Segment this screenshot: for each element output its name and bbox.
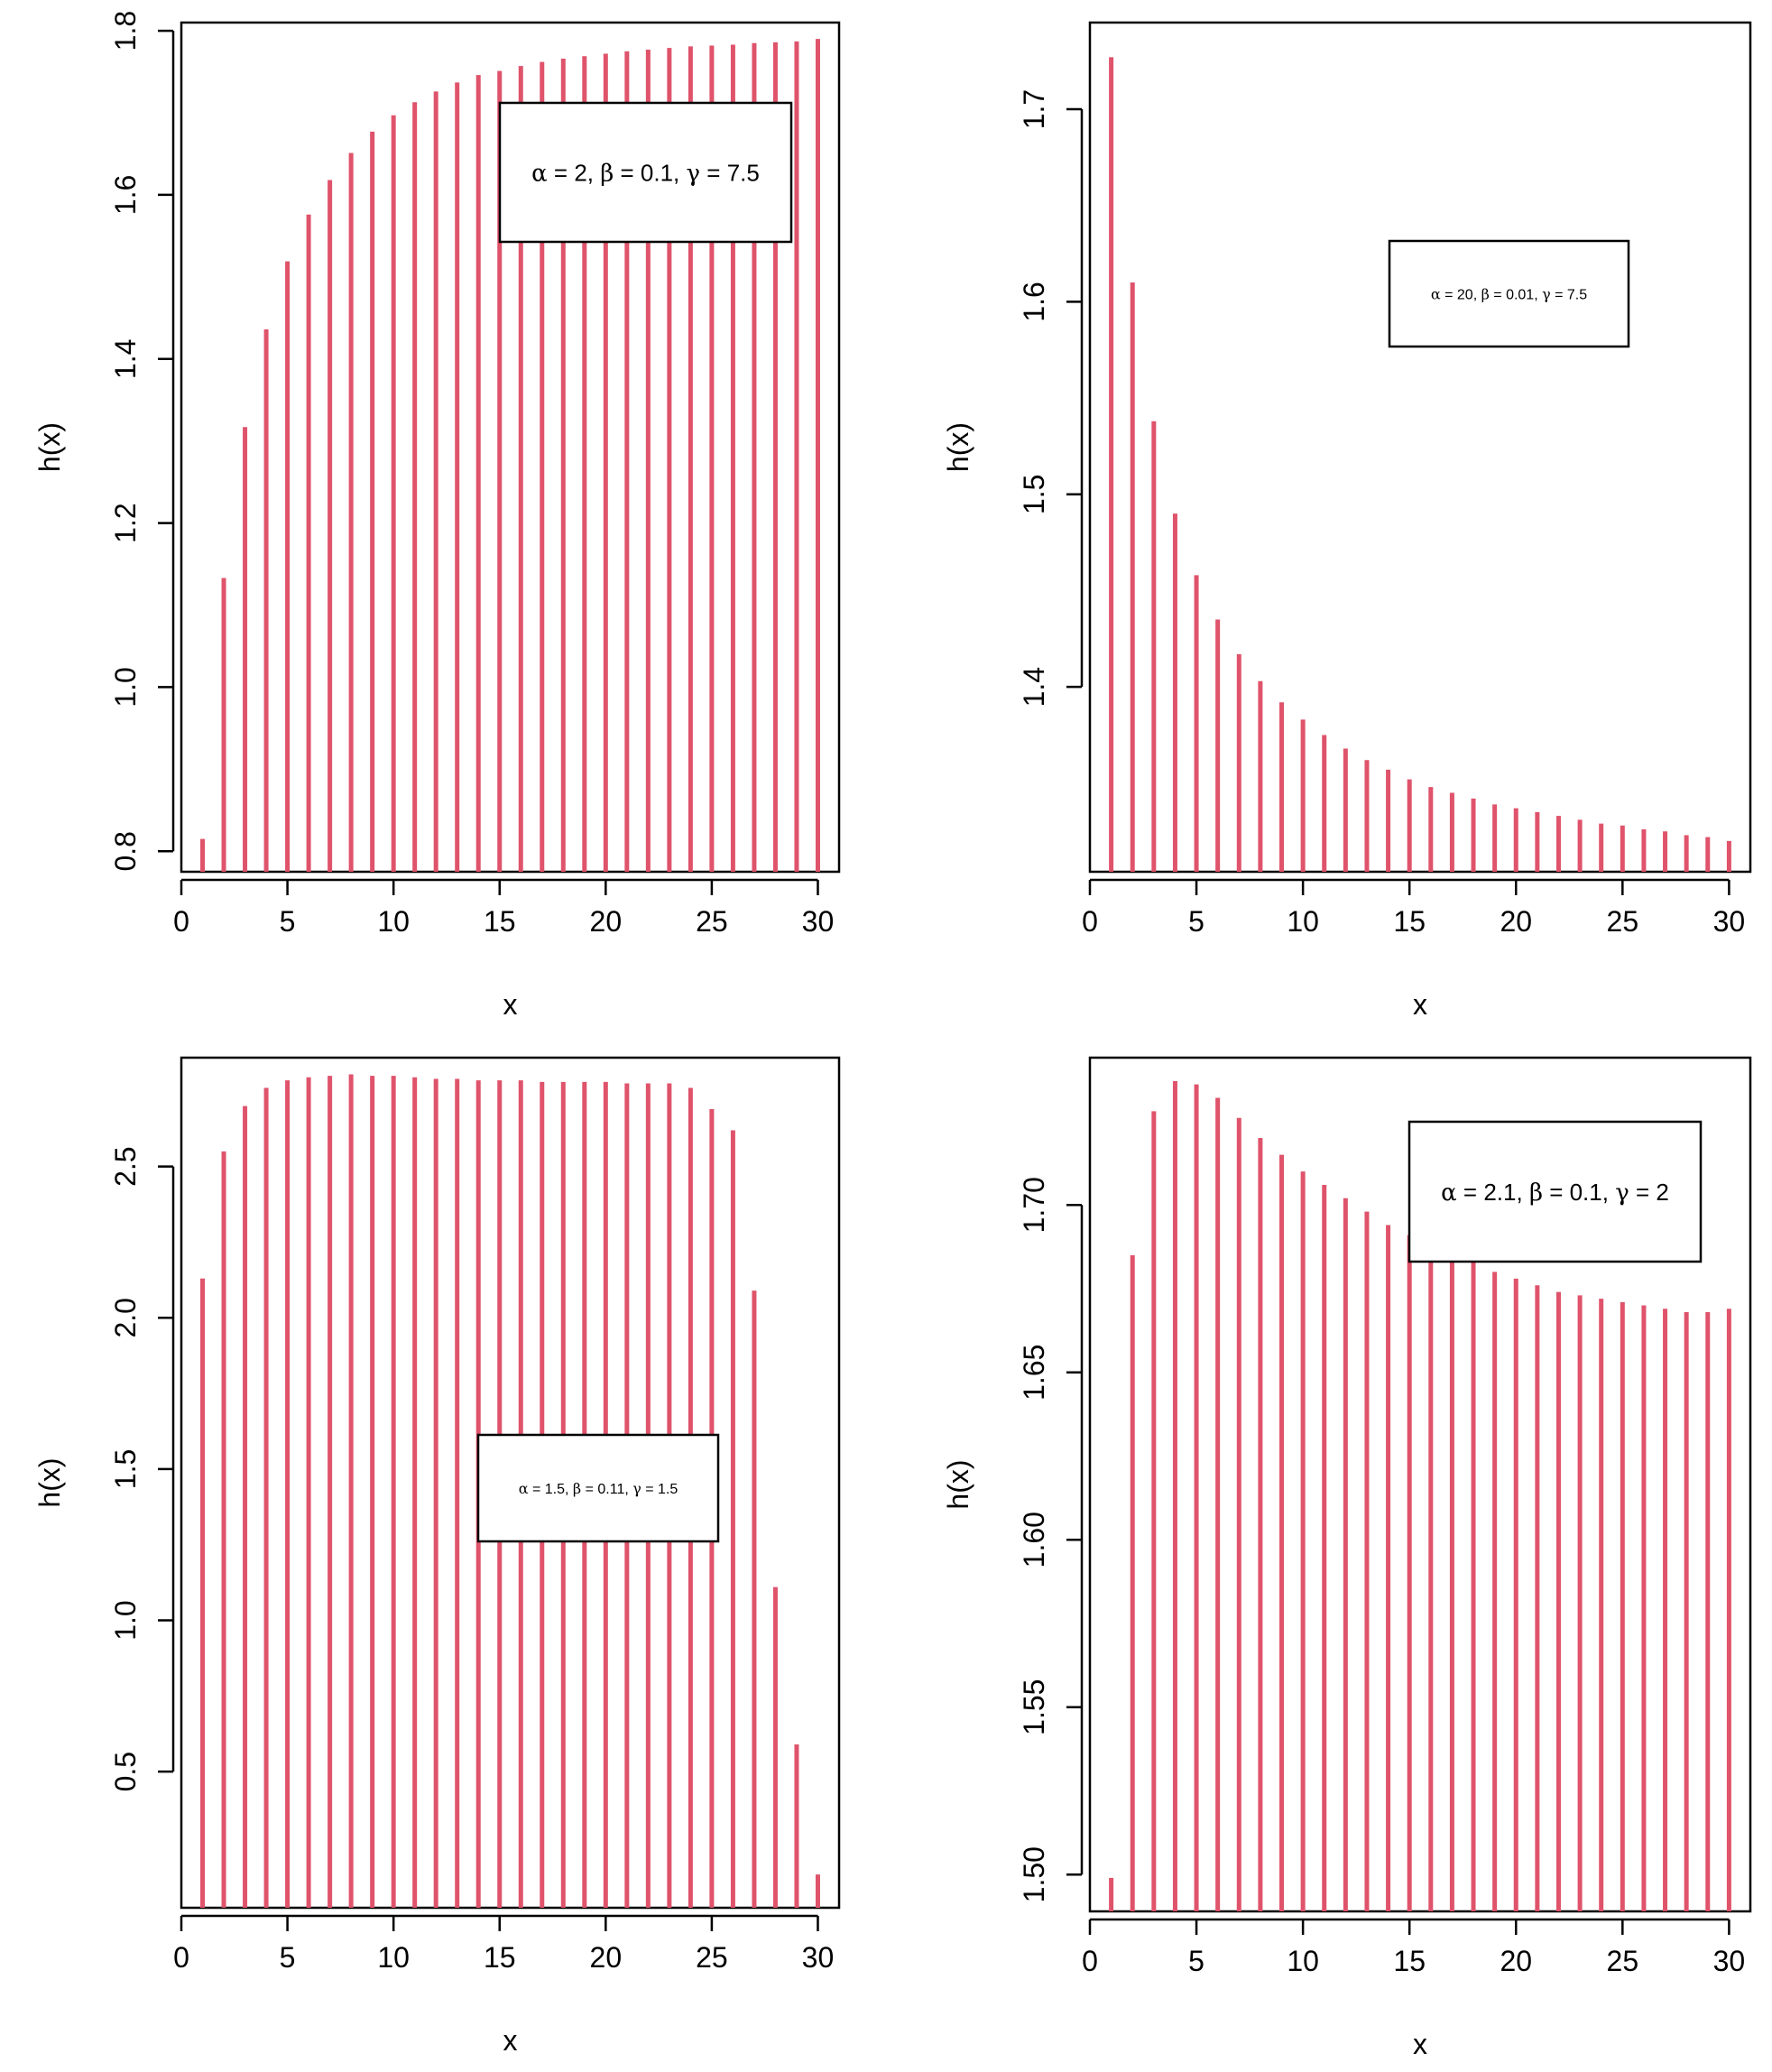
y-tick-label: 1.5 [1018, 475, 1050, 514]
x-tick-label: 0 [1082, 905, 1098, 938]
chart-panel-3: 0 5 10 15 20 25 30 0.5 1.0 1.5 2.0 2.5 x h(x) α = 1.5,… [33, 1056, 841, 2057]
x-tick-label: 10 [377, 905, 410, 938]
y-tick-label: 2.5 [109, 1146, 142, 1186]
x-tick-label: 20 [1500, 1945, 1532, 1977]
chart-panel-2: 0 5 10 15 20 25 30 1.4 1.5 1.6 1.7 x h(x) α = 20, β =… [942, 21, 1752, 1021]
x-tick-label: 30 [1713, 1945, 1746, 1977]
y-tick-label: 1.0 [109, 667, 142, 707]
y-tick-label: 1.2 [109, 503, 142, 542]
x-tick-label: 0 [1082, 1945, 1098, 1977]
y-tick-label: 1.55 [1018, 1679, 1050, 1735]
x-tick-label: 0 [173, 905, 189, 938]
x-tick-label: 20 [1500, 905, 1532, 938]
x-tick-label: 15 [1393, 1945, 1426, 1977]
x-axis-title: x [1413, 988, 1427, 1021]
y-axis-title: h(x) [942, 422, 974, 472]
y-tick-label: 2.0 [109, 1298, 142, 1337]
x-tick-label: 10 [377, 1941, 410, 1974]
legend-box [1407, 1120, 1703, 1263]
legend-text: α = 20, β = 0.01, γ = 7.5 [1431, 285, 1587, 302]
x-tick-label: 30 [802, 1941, 835, 1974]
x-tick-label: 30 [1713, 905, 1746, 938]
legend-box [498, 101, 793, 244]
legend-box [1388, 239, 1630, 348]
x-axis-title: x [503, 988, 518, 1021]
plot-frame [1088, 21, 1752, 874]
y-tick-label: 1.5 [109, 1449, 142, 1489]
legend-text: α = 1.5, β = 0.11, γ = 1.5 [519, 1480, 678, 1497]
chart-panel-4: 0 5 10 15 20 25 30 1.50 1.55 1.60 1.65 1.70 x h(x) α =… [942, 1056, 1752, 2060]
y-tick-label: 0.5 [109, 1752, 142, 1791]
x-tick-label: 20 [590, 1941, 623, 1974]
y-tick-label: 1.4 [1018, 667, 1050, 707]
y-tick-label: 1.6 [1018, 282, 1050, 321]
y-tick-label: 1.6 [109, 175, 142, 215]
x-tick-label: 5 [1188, 905, 1204, 938]
y-tick-label: 1.0 [109, 1600, 142, 1640]
x-tick-label: 15 [1393, 905, 1426, 938]
x-tick-label: 25 [1607, 1945, 1639, 1977]
x-tick-label: 10 [1287, 1945, 1319, 1977]
legend-text: α = 2.1, β = 0.1, γ = 2 [1441, 1179, 1669, 1207]
y-axis-title: h(x) [33, 422, 66, 472]
legend-box [476, 1433, 720, 1543]
x-tick-label: 5 [280, 905, 296, 938]
x-tick-label: 5 [280, 1941, 296, 1974]
plot-frame [180, 21, 841, 874]
x-tick-label: 15 [484, 1941, 516, 1974]
y-axis-title: h(x) [33, 1457, 66, 1507]
x-tick-label: 30 [802, 905, 835, 938]
legend-text: α = 2, β = 0.1, γ = 7.5 [531, 159, 760, 187]
y-tick-label: 1.4 [109, 339, 142, 379]
y-tick-label: 1.8 [109, 11, 142, 51]
x-axis-title: x [503, 2024, 518, 2057]
x-tick-label: 5 [1188, 1945, 1204, 1977]
x-tick-label: 0 [173, 1941, 189, 1974]
x-tick-label: 25 [1607, 905, 1639, 938]
x-tick-label: 15 [484, 905, 516, 938]
y-tick-label: 1.70 [1018, 1177, 1050, 1233]
y-tick-label: 1.60 [1018, 1512, 1050, 1568]
y-axis-title: h(x) [942, 1459, 974, 1509]
x-axis-title: x [1413, 2028, 1427, 2060]
y-tick-label: 1.65 [1018, 1345, 1050, 1401]
plot-frame [180, 1056, 841, 1910]
chart-panel-1: 0 5 10 15 20 25 30 0.8 1.0 1.2 1.4 1.6 1.8 x h(x) α = 2… [33, 11, 841, 1021]
x-tick-label: 25 [696, 905, 728, 938]
y-tick-label: 1.7 [1018, 89, 1050, 129]
x-tick-label: 10 [1287, 905, 1319, 938]
plot-frame [1088, 1056, 1752, 1913]
y-tick-label: 1.50 [1018, 1846, 1050, 1902]
x-tick-label: 20 [590, 905, 623, 938]
x-tick-label: 25 [696, 1941, 728, 1974]
y-tick-label: 0.8 [109, 831, 142, 871]
